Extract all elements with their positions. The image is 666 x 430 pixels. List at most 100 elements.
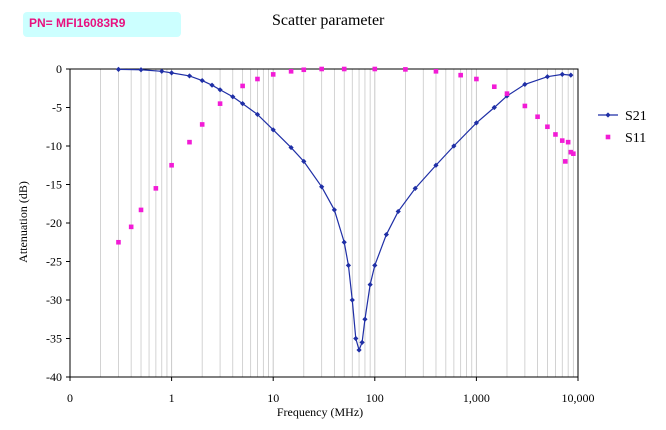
series-s21-point: [367, 282, 373, 288]
legend-label-s21: S21: [625, 109, 647, 124]
y-tick-label: -20: [46, 216, 62, 230]
series-s11-point: [240, 83, 245, 89]
series-s21-point: [345, 262, 352, 268]
series-s21-point: [356, 347, 362, 353]
series-s21-point: [217, 87, 223, 93]
legend-label-s11: S11: [625, 131, 646, 146]
series-s11-point: [217, 101, 223, 106]
series-s11-point: [128, 224, 134, 230]
series-s21-point: [331, 207, 337, 213]
series-s21-point: [254, 111, 261, 118]
y-tick-label: 0: [56, 62, 62, 76]
series-s11-point: [458, 72, 463, 78]
series-s21-point: [395, 208, 401, 215]
y-tick-label: -5: [52, 101, 62, 115]
series-s21-point: [433, 162, 439, 168]
y-tick-label: -25: [46, 255, 62, 269]
series-s21-point: [230, 94, 236, 100]
series-s21-point: [288, 144, 294, 151]
series-s11-point: [116, 239, 121, 245]
tick-labels: 0 -5 -10 -15 -20 -25 -30 -35 -40 0 1 10 100 1,000 10,0…: [46, 62, 595, 405]
y-axis-title: Attenuation (dB): [16, 181, 30, 263]
series-s11-point: [341, 66, 347, 72]
series-s11-point: [138, 207, 144, 213]
series-s21-point: [568, 72, 574, 78]
y-tick-label: -15: [46, 178, 62, 192]
series-s11: [116, 66, 576, 245]
legend-marker-s11: [605, 134, 611, 140]
chart-title: Scatter parameter: [272, 12, 385, 29]
series-s21-point: [504, 93, 510, 99]
series-s11-point: [565, 139, 571, 145]
part-number-label: PN= MFI16083R9: [23, 12, 181, 37]
series-s21-point: [412, 185, 418, 191]
series-s11-point: [153, 186, 159, 191]
series-s11-point: [255, 76, 260, 82]
series-s21-point: [341, 239, 347, 245]
x-tick-label: 100: [366, 391, 384, 405]
series-s11-point: [187, 139, 192, 145]
series-s11-point: [545, 124, 550, 130]
series-s11-point: [433, 69, 439, 74]
series-s21-point: [359, 339, 365, 345]
y-tick-label: -10: [46, 139, 62, 153]
plot-area: [70, 69, 578, 377]
series-s11-point: [571, 151, 576, 156]
series-s21: [115, 66, 574, 353]
series-s21-point: [372, 262, 378, 268]
series-s21-point: [270, 127, 276, 133]
series-s11-point: [403, 67, 408, 72]
series-s11-point: [270, 72, 276, 77]
series: [115, 66, 576, 353]
series-s11-point: [563, 159, 568, 164]
series-s21-point: [209, 82, 215, 88]
series-s21-point: [544, 74, 551, 80]
series-s21-point: [353, 335, 359, 342]
x-tick-label: 10,000: [562, 391, 595, 405]
series-s11-point: [288, 69, 294, 74]
x-tick-label: 10: [267, 391, 279, 405]
series-s21-point: [169, 70, 175, 76]
series-s21-point: [522, 81, 528, 87]
series-s11-point: [474, 76, 479, 82]
x-tick-label: 0: [67, 391, 73, 405]
axes: [66, 68, 579, 381]
x-tick-label: 1: [169, 391, 175, 405]
x-axis-title: Frequency (MHz): [277, 405, 363, 419]
series-s21-point: [473, 120, 479, 126]
series-s21-point: [451, 143, 457, 149]
grid: [70, 69, 578, 377]
series-s21-point: [559, 71, 565, 77]
series-s11-point: [504, 91, 510, 96]
series-s11-point: [491, 84, 497, 90]
series-s21-point: [159, 68, 165, 74]
series-s11-point: [319, 66, 324, 72]
series-s11-point: [553, 132, 558, 137]
series-s21-point: [349, 297, 355, 303]
x-tick-label: 1,000: [463, 391, 490, 405]
series-s11-point: [522, 103, 528, 109]
series-s11-point: [169, 162, 174, 168]
series-s11-point: [199, 122, 205, 127]
series-s11-point: [535, 114, 540, 120]
series-s21-point: [138, 67, 144, 73]
series-s11-point: [559, 138, 565, 143]
series-s21-point: [301, 158, 307, 164]
y-tick-label: -40: [46, 370, 62, 384]
series-s11-point: [568, 149, 574, 155]
legend-item-s21: S21: [598, 109, 647, 124]
legend-marker-s21: [605, 112, 611, 118]
series-s11-point: [372, 66, 378, 72]
series-s21-point: [199, 77, 205, 84]
series-s21-point: [240, 101, 246, 107]
series-s11-point: [301, 67, 307, 73]
series-s21-point: [319, 184, 325, 190]
series-s21-point: [383, 231, 389, 238]
series-s21-point: [362, 316, 368, 322]
series-s21-point: [115, 66, 122, 72]
y-tick-label: -30: [46, 293, 62, 307]
legend-item-s11: S11: [605, 131, 646, 146]
y-tick-label: -35: [46, 332, 62, 346]
